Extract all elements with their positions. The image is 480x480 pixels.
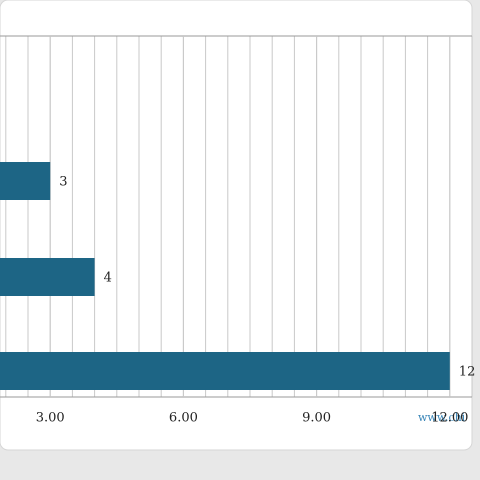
value-label: 3 xyxy=(59,175,67,190)
x-tick-label: 12.00 xyxy=(431,411,468,426)
x-tick-label: 9.00 xyxy=(302,411,331,426)
bar xyxy=(0,162,51,200)
bar xyxy=(0,258,95,296)
value-label: 12 xyxy=(459,365,476,380)
value-label: 4 xyxy=(104,271,112,286)
watermark: www.chi xyxy=(418,411,466,424)
x-tick-label: 3.00 xyxy=(36,411,65,426)
x-tick-label: 6.00 xyxy=(169,411,198,426)
bar xyxy=(0,352,450,390)
